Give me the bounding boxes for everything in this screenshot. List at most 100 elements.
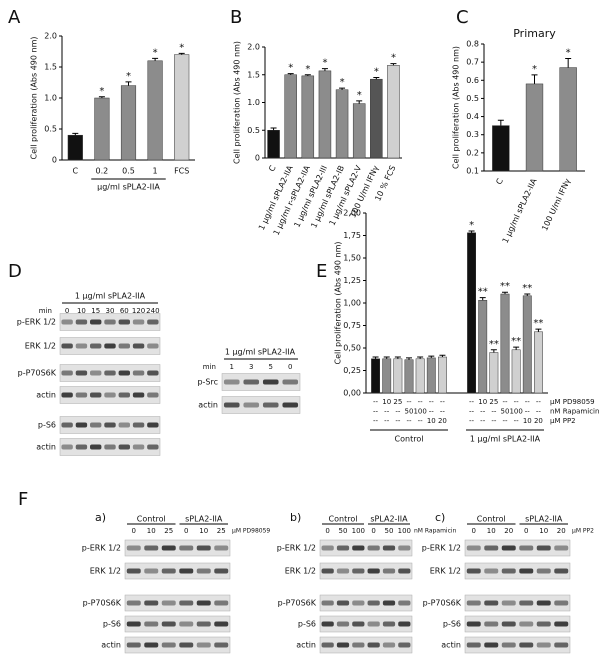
- blot-band: [144, 600, 159, 606]
- blot-band: [126, 600, 141, 606]
- row-label: actin: [441, 641, 461, 650]
- row-label: p-S6: [103, 620, 121, 629]
- condition-label: --: [491, 417, 497, 425]
- row-label: actin: [101, 641, 121, 650]
- blot-band: [536, 545, 551, 551]
- blot-band: [398, 600, 411, 606]
- condition-label: 50: [405, 408, 414, 416]
- lane-label: 20: [557, 527, 566, 535]
- bar: [478, 300, 488, 394]
- blot-band: [147, 319, 159, 325]
- panel-letter: C: [456, 7, 469, 28]
- row-label: p-P70S6K: [278, 599, 317, 608]
- blot-band: [243, 379, 260, 385]
- condition-label: --: [525, 408, 531, 416]
- blot-strip: [124, 636, 231, 654]
- lane-label: 15: [91, 307, 100, 315]
- blot-band: [196, 600, 211, 606]
- blot-band: [75, 422, 88, 428]
- blot-band: [179, 568, 194, 574]
- condition-label: --: [502, 417, 508, 425]
- error-bar: [565, 58, 572, 68]
- significance-mark: *: [288, 63, 293, 74]
- error-bar: [417, 356, 424, 359]
- blot-band: [321, 600, 334, 606]
- y-tick-label: 0,75: [343, 321, 361, 330]
- error-bar: [390, 63, 397, 66]
- blot-band: [147, 444, 159, 450]
- group-label: Control: [137, 515, 166, 524]
- blot-strip: [464, 636, 571, 654]
- blot-band: [466, 642, 481, 648]
- row-label: p-P70S6K: [18, 369, 57, 378]
- blot-strip: [319, 594, 413, 612]
- bar: [284, 74, 297, 159]
- significance-mark: **: [489, 339, 499, 350]
- condition-label: 25: [489, 398, 498, 406]
- row-label: p-ERK 1/2: [82, 544, 121, 553]
- condition-label: --: [384, 417, 390, 425]
- y-tick-label: 0.7: [466, 58, 479, 67]
- row-label: actin: [198, 401, 218, 410]
- x-tick-label: 1 µg/ml sPLA2-IIA: [501, 177, 539, 245]
- lane-label: 25: [217, 527, 226, 535]
- significance-mark: *: [340, 77, 345, 88]
- y-tick-label: 2,00: [343, 209, 361, 218]
- blot-band: [367, 621, 380, 627]
- condition-label: 50: [501, 408, 510, 416]
- bar: [267, 130, 280, 159]
- blot-band: [398, 642, 411, 648]
- row-label: ERK 1/2: [25, 342, 56, 351]
- lane-label: 3: [249, 363, 253, 371]
- blot-band: [536, 642, 551, 648]
- y-tick-label: 0: [255, 154, 260, 163]
- blot-band: [147, 422, 159, 428]
- bar: [382, 358, 392, 394]
- blot-band: [382, 621, 396, 627]
- lane-label: 1: [230, 363, 234, 371]
- row-label: p-S6: [443, 620, 461, 629]
- condition-label: --: [469, 417, 475, 425]
- blot-band: [132, 370, 145, 376]
- lane-label: 5: [269, 363, 273, 371]
- row-label: p-S6: [38, 421, 56, 430]
- error-bar: [98, 96, 105, 98]
- blot-band: [90, 319, 102, 325]
- blot-band: [196, 642, 211, 648]
- condition-label: --: [480, 417, 486, 425]
- blot-band: [352, 568, 365, 574]
- blot-band: [243, 402, 260, 408]
- blot-band: [501, 642, 516, 648]
- condition-label: --: [429, 398, 435, 406]
- blot-band: [90, 422, 102, 428]
- x-tick-label: C: [73, 167, 79, 176]
- condition-label: 100: [509, 408, 522, 416]
- error-bar: [531, 74, 538, 84]
- bar: [387, 65, 400, 159]
- blot-band: [75, 370, 88, 376]
- blot-band: [536, 600, 551, 606]
- subpanel-tag: c): [435, 511, 445, 524]
- y-tick-label: 1.0: [44, 94, 57, 103]
- blot-band: [336, 568, 350, 574]
- blot-band: [147, 392, 159, 398]
- blot-band: [118, 444, 130, 450]
- error-bar: [178, 52, 185, 55]
- blot-band: [214, 621, 229, 627]
- blot-band: [126, 568, 141, 574]
- condition-label: --: [373, 408, 379, 416]
- group-label: Control: [477, 515, 506, 524]
- blot-band: [484, 642, 499, 648]
- condition-label: --: [440, 408, 446, 416]
- blot-band: [126, 642, 141, 648]
- bar: [525, 83, 544, 172]
- error-bar: [270, 127, 277, 131]
- bar: [371, 358, 380, 394]
- error-bar: [535, 328, 542, 332]
- blot-strip: [319, 562, 413, 580]
- blot-band: [398, 568, 411, 574]
- group-label: 1 µg/ml sPLA2-IIA: [470, 435, 541, 444]
- bar: [559, 67, 577, 172]
- y-tick-label: 0.1: [466, 167, 479, 176]
- blot-band: [466, 568, 481, 574]
